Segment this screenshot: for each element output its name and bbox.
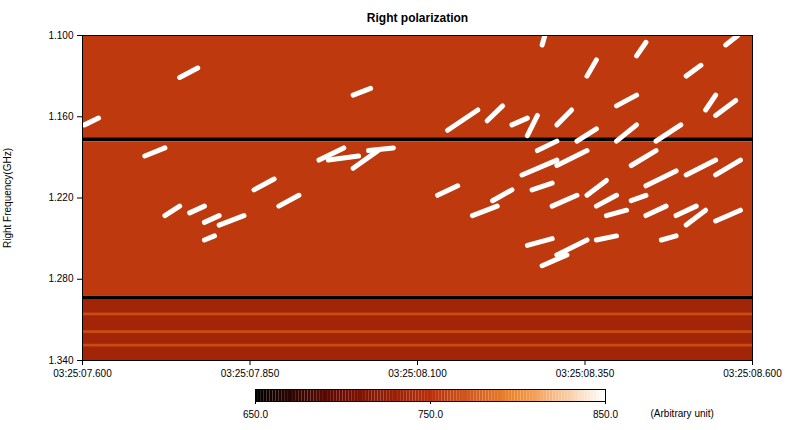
svg-text:1.340: 1.340 — [48, 355, 73, 366]
svg-text:1.160: 1.160 — [48, 111, 73, 122]
svg-text:650.0: 650.0 — [243, 409, 268, 420]
svg-text:1.100: 1.100 — [48, 30, 73, 41]
svg-text:1.220: 1.220 — [48, 192, 73, 203]
svg-text:850.0: 850.0 — [593, 409, 618, 420]
svg-text:(Arbitrary unit): (Arbitrary unit) — [651, 408, 714, 419]
svg-text:750.0: 750.0 — [418, 409, 443, 420]
svg-text:1.280: 1.280 — [48, 273, 73, 284]
svg-text:03:25:07.850: 03:25:07.850 — [221, 368, 280, 379]
svg-text:03:25:07.600: 03:25:07.600 — [53, 368, 112, 379]
svg-text:Right Frequency(GHz): Right Frequency(GHz) — [2, 148, 13, 248]
svg-text:03:25:08.100: 03:25:08.100 — [388, 368, 447, 379]
svg-text:03:25:08.350: 03:25:08.350 — [556, 368, 615, 379]
svg-text:03:25:08.600: 03:25:08.600 — [723, 368, 782, 379]
svg-text:Right polarization: Right polarization — [367, 11, 468, 25]
